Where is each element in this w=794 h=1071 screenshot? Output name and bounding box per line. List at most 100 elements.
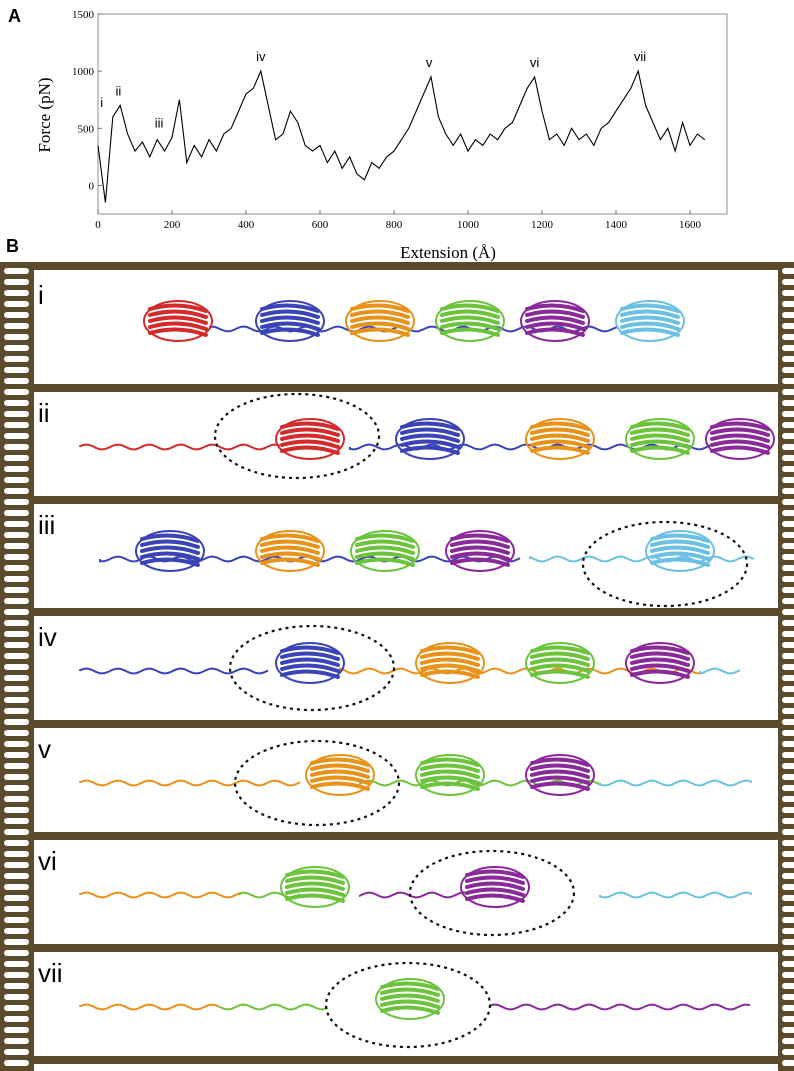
sprocket-hole [782, 422, 794, 428]
sprocket-hole [4, 532, 29, 538]
sprocket-hole [782, 675, 794, 681]
beta-strand [422, 783, 478, 789]
sprocket-hole [782, 543, 794, 549]
sprocket-hole [4, 268, 29, 274]
sprocket-hole [782, 367, 794, 373]
sprocket-hole [4, 653, 29, 659]
beta-strand [527, 329, 583, 335]
sprocket-hole [782, 532, 794, 538]
sprocket-hole [782, 554, 794, 560]
sprocket-hole [782, 334, 794, 340]
beta-strand [282, 671, 338, 677]
chain [80, 669, 268, 674]
sprocket-hole [4, 389, 29, 395]
y-tick-label: 1000 [72, 66, 95, 78]
sprocket-hole [4, 1038, 29, 1044]
sprocket-hole [4, 477, 29, 483]
sprocket-hole [4, 587, 29, 593]
chain [600, 893, 752, 898]
sprocket-hole [4, 840, 29, 846]
sprocket-hole [4, 1005, 29, 1011]
sprocket-hole [782, 950, 794, 956]
chain [80, 893, 240, 898]
beta-strand [632, 447, 688, 453]
sprocket-hole [782, 587, 794, 593]
sprocket-hole [782, 312, 794, 318]
sprocket-hole [4, 279, 29, 285]
film-strip: iiiiiiivvvivii [0, 262, 794, 1071]
frame-divider [34, 384, 778, 392]
sprocket-hole [782, 323, 794, 329]
sprocket-hole [782, 697, 794, 703]
sprocket-hole [782, 301, 794, 307]
sprocket-hole [4, 609, 29, 615]
sprocket-hole [4, 785, 29, 791]
sprocket-hole [4, 466, 29, 472]
x-tick-label: 1200 [531, 219, 554, 231]
sprocket-hole [782, 499, 794, 505]
highlight-circle [235, 741, 399, 825]
beta-strand [632, 671, 688, 677]
highlight-circle [326, 963, 490, 1047]
x-tick-label: 1400 [605, 219, 628, 231]
sprocket-hole [4, 895, 29, 901]
sprocket-hole [4, 1027, 29, 1033]
sprocket-hole [4, 312, 29, 318]
sprocket-hole [4, 422, 29, 428]
sprocket-hole [782, 356, 794, 362]
sprocket-hole [4, 708, 29, 714]
sprocket-hole [4, 697, 29, 703]
sprocket-hole [4, 510, 29, 516]
sprocket-hole [782, 444, 794, 450]
sprocket-hole [782, 862, 794, 868]
sprocket-hole [4, 400, 29, 406]
beta-strand [467, 895, 523, 901]
beta-strand [622, 329, 678, 335]
sprocket-hole [4, 576, 29, 582]
x-tick-label: 1000 [457, 219, 480, 231]
sprocket-hole [4, 499, 29, 505]
sprocket-hole [782, 763, 794, 769]
chain [360, 893, 468, 898]
chain [490, 1005, 750, 1010]
sprocket-hole [4, 774, 29, 780]
sprocket-hole [782, 972, 794, 978]
sprocket-hole [4, 554, 29, 560]
sprocket-hole [782, 411, 794, 417]
x-tick-label: 400 [238, 219, 255, 231]
sprocket-hole [4, 334, 29, 340]
frame-divider [34, 832, 778, 840]
beta-strand [150, 329, 206, 335]
sprocket-hole [782, 840, 794, 846]
sprocket-hole [782, 1005, 794, 1011]
sprocket-hole [4, 433, 29, 439]
sprocket-hole [4, 356, 29, 362]
sprocket-hole [4, 928, 29, 934]
sprocket-hole [782, 774, 794, 780]
sprocket-hole [4, 983, 29, 989]
sprocket-hole [4, 939, 29, 945]
sprocket-hole [782, 906, 794, 912]
frame-divider [34, 1056, 778, 1064]
x-tick-label: 200 [164, 219, 181, 231]
frame-label: vii [38, 958, 63, 988]
chain [80, 781, 300, 786]
sprocket-hole [4, 752, 29, 758]
sprocket-hole [782, 653, 794, 659]
y-tick-label: 500 [78, 123, 95, 135]
sprocket-hole [4, 730, 29, 736]
sprocket-hole [4, 543, 29, 549]
y-tick-label: 0 [89, 180, 95, 192]
chain [80, 1005, 220, 1010]
sprocket-hole [4, 620, 29, 626]
sprocket-hole [782, 708, 794, 714]
sprocket-hole [4, 444, 29, 450]
sprocket-hole [4, 488, 29, 494]
peak-label: v [426, 55, 433, 70]
sprocket-hole [782, 719, 794, 725]
sprocket-hole [782, 928, 794, 934]
sprocket-hole [4, 818, 29, 824]
figure: A B Extension (Å) Force (pN) iiiiiiivvvi… [0, 0, 794, 1071]
plot-frame [98, 14, 727, 214]
sprocket-hole [782, 620, 794, 626]
